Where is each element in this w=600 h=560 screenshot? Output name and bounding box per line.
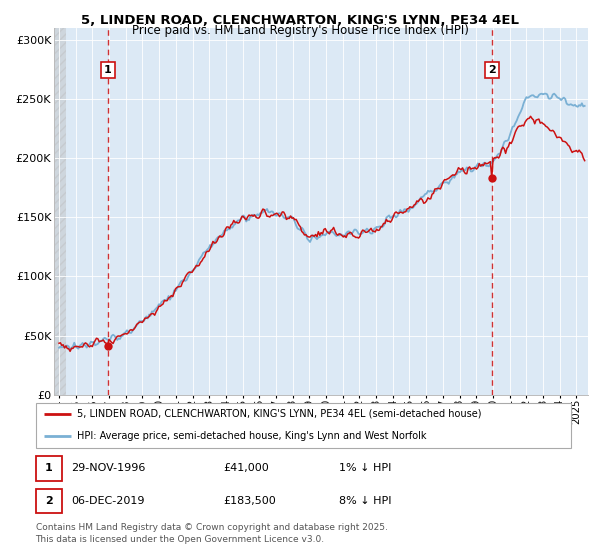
FancyBboxPatch shape (35, 489, 62, 514)
Text: 2: 2 (488, 65, 496, 75)
FancyBboxPatch shape (35, 403, 571, 448)
Bar (54, 28, 65, 395)
Text: 5, LINDEN ROAD, CLENCHWARTON, KING'S LYNN, PE34 4EL: 5, LINDEN ROAD, CLENCHWARTON, KING'S LYN… (81, 14, 519, 27)
Text: 29-NOV-1996: 29-NOV-1996 (71, 464, 146, 473)
Text: 1: 1 (45, 464, 53, 473)
Text: Contains HM Land Registry data © Crown copyright and database right 2025.
This d: Contains HM Land Registry data © Crown c… (35, 522, 388, 544)
Text: £41,000: £41,000 (223, 464, 269, 473)
Text: Price paid vs. HM Land Registry's House Price Index (HPI): Price paid vs. HM Land Registry's House … (131, 24, 469, 36)
Text: 1: 1 (104, 65, 112, 75)
FancyBboxPatch shape (35, 456, 62, 481)
Text: 5, LINDEN ROAD, CLENCHWARTON, KING'S LYNN, PE34 4EL (semi-detached house): 5, LINDEN ROAD, CLENCHWARTON, KING'S LYN… (77, 409, 481, 419)
Text: £183,500: £183,500 (223, 496, 276, 506)
Text: 8% ↓ HPI: 8% ↓ HPI (339, 496, 392, 506)
Text: 2: 2 (45, 496, 53, 506)
Text: HPI: Average price, semi-detached house, King's Lynn and West Norfolk: HPI: Average price, semi-detached house,… (77, 431, 427, 441)
Text: 1% ↓ HPI: 1% ↓ HPI (339, 464, 391, 473)
Text: 06-DEC-2019: 06-DEC-2019 (71, 496, 145, 506)
